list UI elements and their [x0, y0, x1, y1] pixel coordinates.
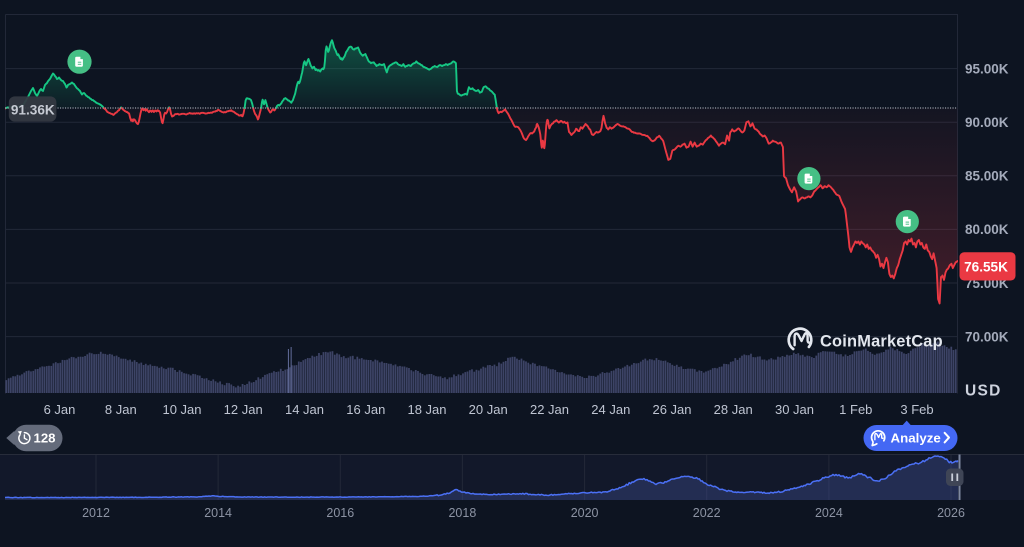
svg-text:1 Feb: 1 Feb	[839, 402, 872, 417]
svg-text:2016: 2016	[326, 506, 354, 520]
svg-text:12 Jan: 12 Jan	[224, 402, 263, 417]
svg-text:95.00K: 95.00K	[965, 61, 1009, 76]
svg-text:2020: 2020	[571, 506, 599, 520]
svg-text:85.00K: 85.00K	[965, 169, 1009, 184]
svg-text:2014: 2014	[204, 506, 232, 520]
svg-text:CoinMarketCap: CoinMarketCap	[820, 332, 943, 350]
svg-text:90.00K: 90.00K	[965, 115, 1009, 130]
svg-text:22 Jan: 22 Jan	[530, 402, 569, 417]
svg-text:24 Jan: 24 Jan	[591, 402, 630, 417]
svg-text:91.36K: 91.36K	[11, 102, 55, 117]
svg-text:8 Jan: 8 Jan	[105, 402, 137, 417]
svg-text:16 Jan: 16 Jan	[346, 402, 385, 417]
svg-text:76.55K: 76.55K	[964, 260, 1008, 275]
svg-text:3 Feb: 3 Feb	[900, 402, 933, 417]
svg-text:2018: 2018	[448, 506, 476, 520]
svg-text:80.00K: 80.00K	[965, 222, 1009, 237]
svg-text:70.00K: 70.00K	[965, 329, 1009, 344]
svg-text:2024: 2024	[815, 506, 843, 520]
svg-text:20 Jan: 20 Jan	[469, 402, 508, 417]
svg-text:10 Jan: 10 Jan	[162, 402, 201, 417]
svg-text:26 Jan: 26 Jan	[652, 402, 691, 417]
svg-text:128: 128	[33, 431, 55, 446]
svg-text:28 Jan: 28 Jan	[714, 402, 753, 417]
svg-text:2026: 2026	[937, 506, 965, 520]
svg-text:6 Jan: 6 Jan	[44, 402, 76, 417]
svg-text:2012: 2012	[82, 506, 110, 520]
svg-text:30 Jan: 30 Jan	[775, 402, 814, 417]
svg-text:18 Jan: 18 Jan	[407, 402, 446, 417]
svg-text:Analyze: Analyze	[891, 430, 941, 445]
svg-text:USD: USD	[965, 383, 1002, 400]
svg-text:2022: 2022	[693, 506, 721, 520]
svg-text:14 Jan: 14 Jan	[285, 402, 324, 417]
